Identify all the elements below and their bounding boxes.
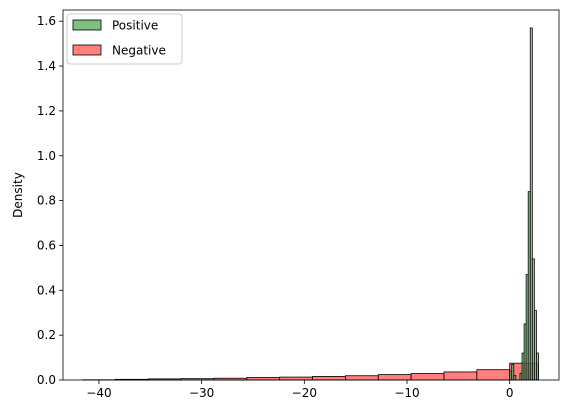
y-tick-label: 1.0 xyxy=(37,149,56,163)
y-tick-label: 1.6 xyxy=(37,14,56,28)
plot-frame xyxy=(62,9,560,381)
negative-histogram-bar xyxy=(476,369,511,381)
y-axis: 0.0 0.2 0.4 0.6 0.8 1.0 1.2 1.4 1.6 xyxy=(37,14,63,387)
legend-label-negative: Negative xyxy=(112,44,166,58)
x-axis: −40 −30 −20 −10 0 xyxy=(86,380,514,400)
y-tick-label: 0.2 xyxy=(37,328,56,342)
negative-histogram-bar xyxy=(344,375,379,381)
legend-swatch-negative xyxy=(72,44,102,56)
x-tick-label: 0 xyxy=(506,386,514,400)
x-tick-label: −40 xyxy=(86,386,111,400)
negative-histogram-bar xyxy=(410,373,445,381)
negative-histogram-bar xyxy=(443,371,478,381)
plot-area xyxy=(63,10,559,380)
legend-swatch-positive xyxy=(72,19,102,31)
positive-histogram-bar xyxy=(513,375,517,381)
legend-label-positive: Positive xyxy=(112,19,158,33)
y-tick-label: 0.6 xyxy=(37,238,56,252)
legend: Positive Negative xyxy=(66,13,183,65)
y-axis-label: Density xyxy=(11,172,25,218)
negative-histogram-bar xyxy=(279,376,313,381)
negative-histogram-bar xyxy=(377,374,412,381)
x-tick-label: −10 xyxy=(394,386,419,400)
negative-histogram-bar xyxy=(312,376,346,381)
y-tick-label: 0.0 xyxy=(37,373,56,387)
y-tick-label: 1.2 xyxy=(37,104,56,118)
y-tick-label: 0.8 xyxy=(37,194,56,208)
y-tick-label: 1.4 xyxy=(37,59,56,73)
positive-histogram-bar xyxy=(536,352,539,381)
y-tick-label: 0.4 xyxy=(37,283,56,297)
x-tick-label: −20 xyxy=(292,386,317,400)
x-tick-label: −30 xyxy=(189,386,214,400)
